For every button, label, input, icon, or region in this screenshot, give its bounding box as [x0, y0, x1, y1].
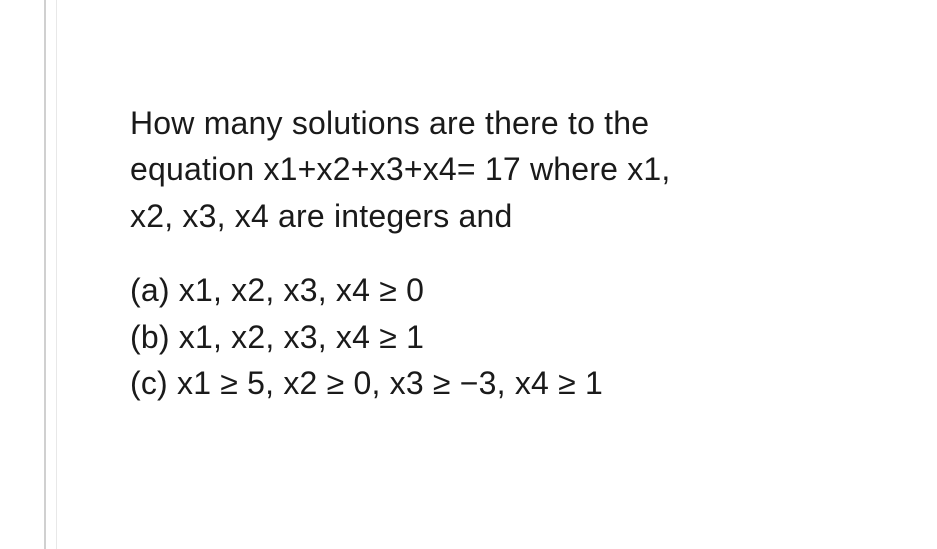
option-c: (c) x1 ≥ 5, x2 ≥ 0, x3 ≥ −3, x4 ≥ 1	[130, 360, 857, 406]
option-a: (a) x1, x2, x3, x4 ≥ 0	[130, 267, 857, 313]
option-b: (b) x1, x2, x3, x4 ≥ 1	[130, 314, 857, 360]
question-line-1: How many solutions are there to the	[130, 100, 857, 146]
page-border-left-inner	[56, 0, 57, 549]
question-line-3: x2, x3, x4 are integers and	[130, 193, 857, 239]
question-options: (a) x1, x2, x3, x4 ≥ 0 (b) x1, x2, x3, x…	[130, 267, 857, 406]
question-line-2: equation x1+x2+x3+x4= 17 where x1,	[130, 146, 857, 192]
question-content: How many solutions are there to the equa…	[130, 100, 857, 406]
question-prompt: How many solutions are there to the equa…	[130, 100, 857, 239]
page-border-left-outer	[44, 0, 46, 549]
